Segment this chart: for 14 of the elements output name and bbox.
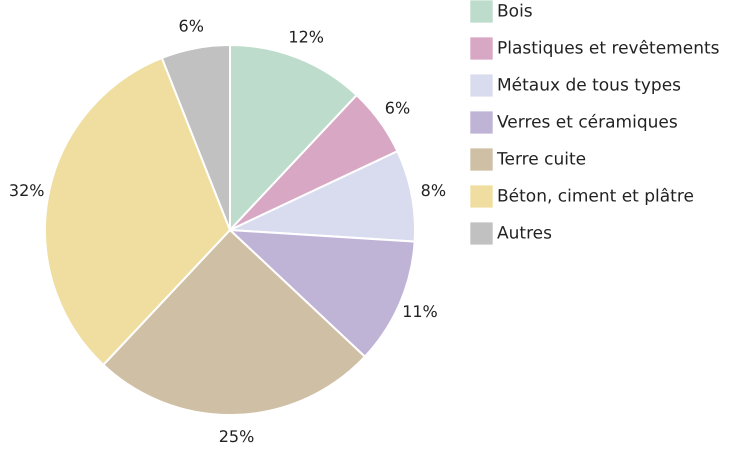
legend-label: Métaux de tous types [497,76,682,96]
legend-label: Plastiques et revêtements [497,38,720,58]
legend-label: Bois [497,2,533,22]
data-label: 8% [420,181,446,200]
legend-label: Béton, ciment et plâtre [497,186,694,206]
data-label: 12% [288,28,324,47]
legend-label: Autres [497,224,552,244]
legend-label: Terre cuite [496,150,586,170]
data-label: 6% [178,16,204,36]
data-label: 6% [384,98,410,118]
data-label: 25% [218,426,254,446]
data-label: 32% [8,181,44,200]
data-label: 11% [402,302,438,322]
legend-label: Verres et céramiques [497,112,678,132]
